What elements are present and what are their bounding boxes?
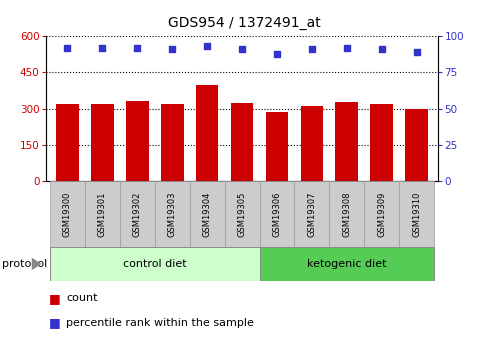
Bar: [50, 181, 85, 247]
Text: GSM19306: GSM19306: [272, 191, 281, 237]
Point: [342, 45, 350, 51]
Text: GSM19304: GSM19304: [202, 191, 211, 237]
Point: [238, 47, 245, 52]
Point: [168, 47, 176, 52]
Bar: [189, 181, 224, 247]
Point: [412, 49, 420, 55]
Point: [63, 45, 71, 51]
Text: GSM19301: GSM19301: [98, 191, 106, 237]
Bar: [398, 181, 433, 247]
Bar: [230, 103, 253, 181]
Bar: [120, 181, 154, 247]
Text: GSM19303: GSM19303: [167, 191, 176, 237]
Point: [98, 45, 106, 51]
Text: GSM19308: GSM19308: [342, 191, 350, 237]
Bar: [85, 181, 120, 247]
Bar: [329, 181, 364, 247]
Text: control diet: control diet: [122, 259, 186, 269]
Bar: [265, 112, 288, 181]
Polygon shape: [32, 258, 41, 270]
Bar: [50, 247, 259, 281]
Bar: [259, 181, 294, 247]
Bar: [335, 102, 357, 181]
Bar: [259, 247, 433, 281]
Text: ketogenic diet: ketogenic diet: [306, 259, 386, 269]
Bar: [161, 104, 183, 181]
Point: [203, 43, 211, 49]
Bar: [224, 181, 259, 247]
Bar: [91, 104, 114, 181]
Point: [133, 45, 141, 51]
Text: GSM19309: GSM19309: [377, 191, 386, 237]
Text: GSM19300: GSM19300: [63, 191, 72, 237]
Bar: [370, 104, 392, 181]
Text: ■: ■: [49, 316, 61, 329]
Text: GSM19310: GSM19310: [411, 191, 420, 237]
Text: count: count: [66, 294, 97, 303]
Bar: [126, 101, 148, 181]
Point: [272, 51, 280, 56]
Bar: [405, 109, 427, 181]
Text: ■: ■: [49, 292, 61, 305]
Bar: [364, 181, 398, 247]
Bar: [294, 181, 329, 247]
Bar: [56, 104, 79, 181]
Text: percentile rank within the sample: percentile rank within the sample: [66, 318, 253, 327]
Bar: [154, 181, 189, 247]
Text: protocol: protocol: [2, 259, 48, 269]
Point: [307, 47, 315, 52]
Text: GDS954 / 1372491_at: GDS954 / 1372491_at: [168, 16, 320, 30]
Bar: [195, 85, 218, 181]
Text: GSM19302: GSM19302: [133, 191, 142, 237]
Text: GSM19307: GSM19307: [307, 191, 316, 237]
Text: GSM19305: GSM19305: [237, 191, 246, 237]
Point: [377, 47, 385, 52]
Bar: [300, 106, 323, 181]
